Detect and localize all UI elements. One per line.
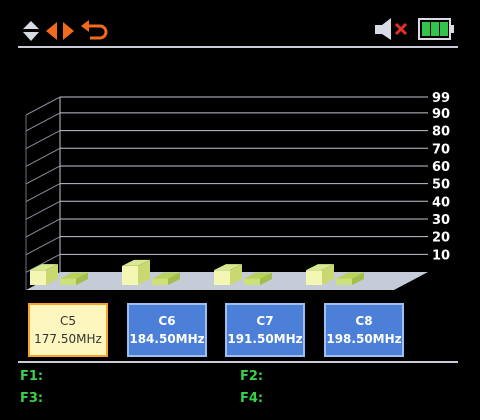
channel-c6-button[interactable]: C6 184.50MHz [127,303,207,357]
bar-c7 [214,270,230,285]
y-tick-label: 20 [432,231,450,246]
y-tick-label: 10 [432,248,450,263]
gridline-side [25,200,61,220]
gridline-side [25,218,61,238]
y-tick-label: 60 [432,160,450,175]
left-right-arrows-icon[interactable] [45,21,75,41]
bar-top-c5 [30,264,58,271]
bar-c6 [152,278,168,285]
bar-side-c8 [352,272,364,285]
bar-top-c8 [306,264,334,271]
bar-side-c7 [230,264,242,285]
bar-c8 [336,278,352,285]
bar-c7 [244,278,260,285]
muted-speaker-icon[interactable] [374,17,410,41]
bar-c5 [30,270,46,285]
bar-side-c5 [76,272,88,285]
bar-top-c7 [244,272,272,279]
y-tick-label: 50 [432,178,450,193]
bar-side-c8 [322,264,334,285]
channel-frequency: 184.50MHz [129,332,205,346]
channel-c8-button[interactable]: C8 198.50MHz [324,303,404,357]
bar-top-c8 [336,272,364,279]
channel-name: C5 [59,314,76,328]
bar-side-c5 [46,264,58,285]
y-tick-label: 90 [432,107,450,122]
bottom-divider [18,361,458,363]
channel-name: C7 [256,314,274,328]
bar-top-c6 [122,259,150,266]
y-tick-label: 70 [432,142,450,157]
battery-icon [418,18,454,40]
bar-top-c5 [60,272,88,279]
channel-c5-button[interactable]: C5 177.50MHz [28,303,108,357]
gridline-side [25,236,61,256]
y-tick-label: 40 [432,195,450,210]
channel-name: C8 [355,314,373,328]
bar-top-c7 [214,264,242,271]
gridline-side [25,183,61,203]
gridline-side [25,130,61,150]
f1-label: F1: [20,369,44,384]
f4-label: F4: [240,391,264,406]
channel-frequency: 177.50MHz [34,332,102,346]
channel-name: C6 [158,314,176,328]
top-divider [18,46,458,48]
channel-c7-button[interactable]: C7 191.50MHz [225,303,305,357]
channel-frequency: 198.50MHz [326,332,402,346]
up-down-arrows-icon[interactable] [22,20,40,42]
f3-label: F3: [20,391,44,406]
y-tick-label: 30 [432,213,450,228]
gridline-side [25,147,61,167]
bar-side-c6 [168,272,180,285]
bar-side-c7 [260,272,272,285]
f2-label: F2: [240,369,264,384]
bar-c6 [122,265,138,285]
bar-side-c6 [138,259,150,285]
return-icon[interactable] [80,20,108,42]
bar-c5 [60,278,76,285]
gridline-side [25,96,61,116]
gridline-side [25,165,61,185]
bar-top-c6 [152,272,180,279]
bar-c8 [306,270,322,285]
y-tick-label: 80 [432,125,450,140]
y-tick-label: 99 [432,91,450,106]
channel-frequency: 191.50MHz [227,332,303,346]
gridline-side [25,112,61,132]
